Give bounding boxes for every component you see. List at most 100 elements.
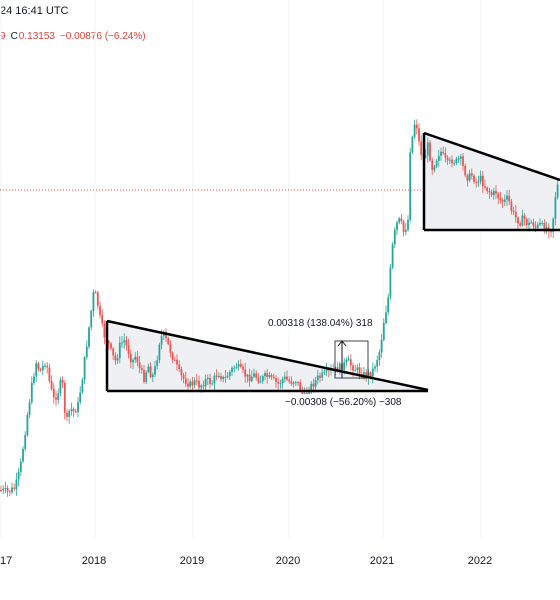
- candle-body: [510, 201, 513, 211]
- x-axis-tick-label: 2018: [82, 555, 106, 567]
- candle-body: [506, 195, 508, 200]
- candle-body: [215, 375, 218, 377]
- candle-body: [411, 136, 414, 153]
- x-axis-tick-label: 2020: [276, 555, 300, 567]
- candle-body: [266, 373, 269, 377]
- candle-body: [398, 218, 401, 223]
- candle-body: [418, 128, 420, 142]
- candle-body: [103, 323, 106, 338]
- candle-body: [294, 382, 297, 384]
- candle-body: [246, 374, 249, 377]
- candle-body: [534, 226, 537, 228]
- candle-body: [429, 142, 431, 161]
- candle-body: [288, 379, 291, 382]
- candle-body: [316, 375, 319, 381]
- candle-body: [556, 184, 559, 198]
- candle-body: [59, 379, 62, 394]
- candle-body: [521, 215, 524, 226]
- candle-body: [448, 159, 451, 161]
- candle-body: [90, 310, 93, 328]
- candle-body: [481, 175, 484, 187]
- candle-body: [11, 487, 13, 493]
- candle-body: [415, 124, 418, 129]
- x-axis-tick-label: 2019: [180, 555, 204, 567]
- candle-body: [492, 190, 495, 196]
- candle-body: [154, 366, 156, 375]
- candle-body: [242, 366, 244, 370]
- triangle-pattern-2-fill: [424, 133, 560, 230]
- candle-body: [136, 356, 139, 363]
- candle-body: [541, 222, 544, 224]
- measure-tool[interactable]: 0.00318 (138.04%) 318 −0.00308 (−56.20%)…: [266, 315, 402, 408]
- candle-body: [143, 370, 145, 382]
- candle-body: [92, 292, 95, 311]
- candle-body: [409, 152, 412, 220]
- measure-down-label-bg: [283, 394, 401, 408]
- candle-body: [290, 381, 293, 384]
- candle-body: [470, 173, 473, 176]
- candle-body: [160, 336, 163, 345]
- candle-body: [532, 222, 535, 227]
- candle-body: [457, 158, 460, 160]
- candle-body: [19, 461, 22, 472]
- candle-body: [512, 210, 515, 212]
- candle-body: [488, 191, 491, 193]
- candle-body: [52, 388, 55, 398]
- candle-body: [543, 222, 546, 232]
- candle-body: [6, 488, 9, 492]
- candle-body: [404, 229, 407, 232]
- candle-body: [195, 380, 198, 382]
- candle-body: [275, 378, 277, 382]
- candle-body: [239, 364, 242, 367]
- candle-body: [437, 155, 440, 161]
- candle-body: [523, 215, 526, 219]
- candle-body: [433, 166, 436, 170]
- candle-body: [325, 369, 328, 372]
- candle-body: [257, 377, 260, 383]
- candle-body: [477, 181, 480, 183]
- candle-body: [206, 377, 209, 380]
- candle-body: [261, 376, 264, 382]
- candle-body: [323, 371, 326, 373]
- candle-body: [116, 358, 119, 361]
- chart-header: 24 16:41 UTC 9 C0.13153 −0.00876 (−6.24%): [0, 0, 560, 48]
- candle-body: [444, 153, 447, 158]
- candle-body: [209, 377, 211, 384]
- candle-body: [35, 363, 38, 377]
- candle-body: [28, 402, 31, 415]
- candle-body: [479, 175, 482, 182]
- candle-body: [145, 372, 148, 382]
- candle-body: [446, 157, 449, 161]
- candle-body: [349, 359, 352, 366]
- candle-body: [222, 376, 225, 380]
- candle-body: [189, 381, 192, 387]
- candle-body: [96, 292, 99, 306]
- candle-body: [77, 402, 79, 412]
- candle-body: [352, 365, 354, 371]
- candle-body: [88, 327, 90, 347]
- candle-body: [391, 244, 394, 268]
- candle-body: [279, 383, 282, 384]
- candle-body: [13, 487, 16, 489]
- candle-body: [33, 376, 35, 383]
- candle-body: [41, 365, 44, 371]
- candle-body: [503, 199, 506, 202]
- candle-body: [37, 363, 40, 370]
- candle-body: [314, 380, 317, 387]
- candle-body: [55, 397, 57, 400]
- candle-body: [233, 367, 236, 369]
- measure-arrow-head-icon: [337, 340, 347, 347]
- candle-body: [200, 385, 203, 388]
- candle-body: [237, 364, 240, 367]
- change-value: −0.00876 (−6.24%): [59, 31, 146, 42]
- candle-body: [224, 376, 227, 378]
- candle-body: [85, 346, 88, 358]
- candle-body: [39, 369, 42, 371]
- candle-body: [4, 488, 7, 489]
- candle-body: [132, 359, 134, 363]
- measure-box: [334, 340, 369, 379]
- candle-body: [376, 360, 379, 367]
- candle-body: [380, 340, 383, 353]
- candle-body: [66, 412, 68, 417]
